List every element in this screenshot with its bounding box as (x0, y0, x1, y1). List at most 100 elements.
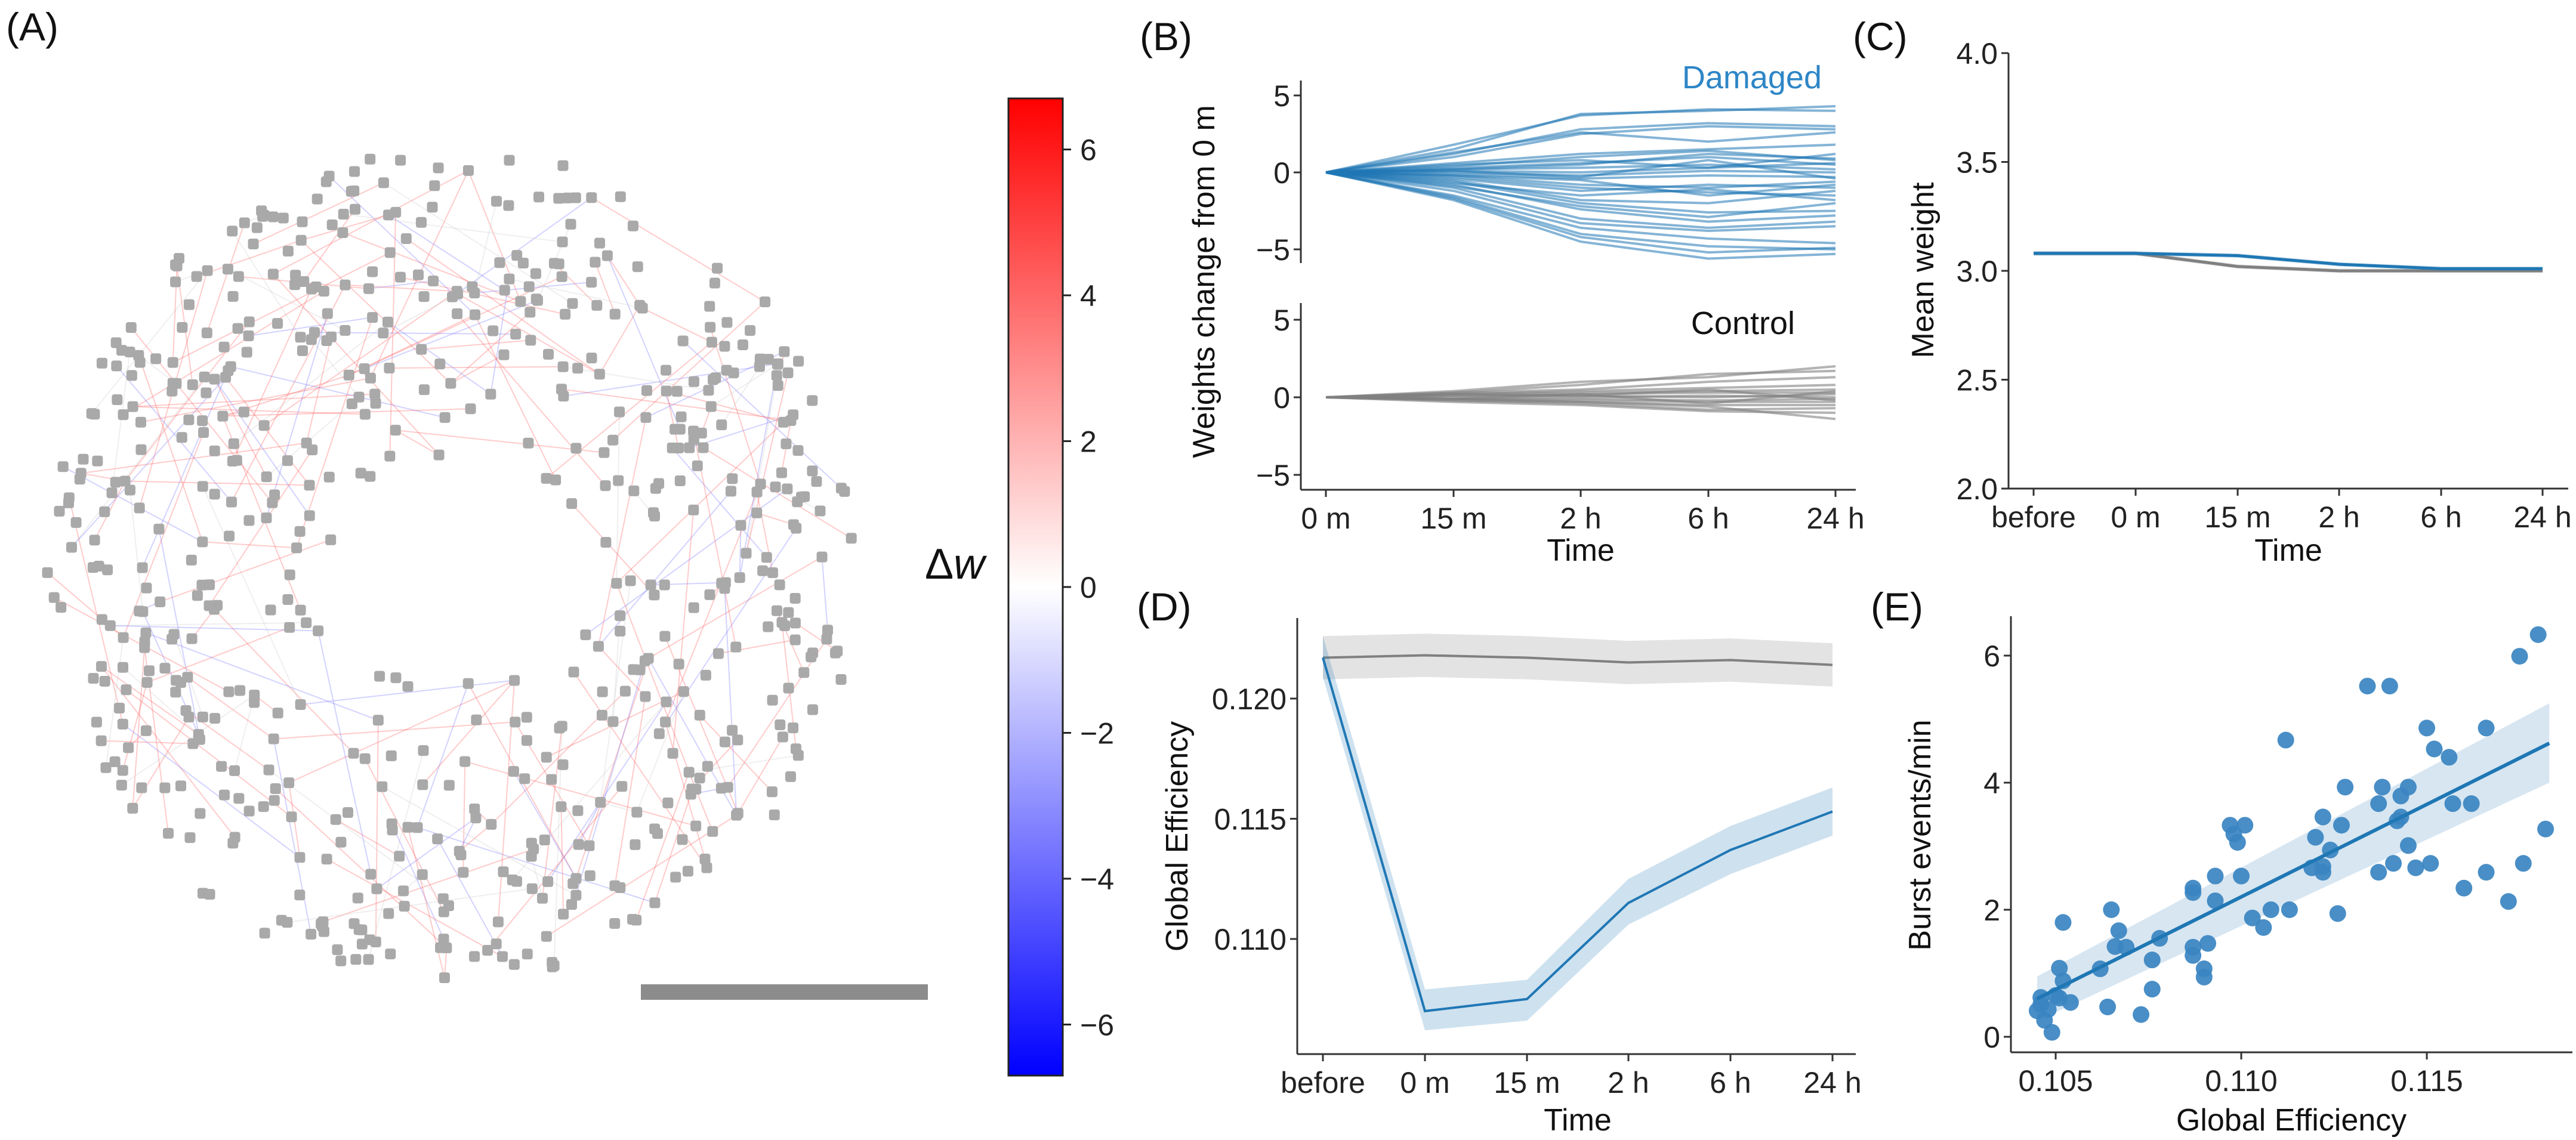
damaged-mean-line (1322, 657, 1833, 1013)
network-node (163, 827, 174, 839)
network-node (763, 621, 774, 632)
damaged-mean-line (2034, 252, 2543, 270)
network-edge (616, 583, 690, 773)
scatter-point (2500, 893, 2517, 910)
network-node (265, 604, 276, 616)
network-edge (364, 299, 538, 369)
network-node (709, 277, 720, 289)
network-node (197, 711, 208, 722)
network-node (788, 722, 799, 734)
network-edge (71, 376, 205, 548)
network-node (218, 789, 230, 801)
network-node (593, 641, 604, 652)
network-node (640, 691, 651, 702)
network-node (807, 395, 818, 406)
network-node (268, 733, 279, 744)
network-edge (214, 379, 310, 516)
y-tick-label: 6 (1983, 639, 2000, 673)
network-edge (388, 214, 505, 291)
network-edge (450, 311, 530, 384)
network-edge (554, 262, 597, 306)
network-node (572, 363, 584, 374)
scatter-point (2199, 935, 2217, 952)
network-node (690, 820, 702, 832)
scale-bar (641, 984, 928, 1000)
network-node (228, 438, 239, 449)
network-node (184, 832, 196, 844)
network-node (96, 614, 107, 625)
network-node (783, 607, 794, 618)
network-node (702, 761, 713, 772)
network-edge (612, 301, 766, 441)
network-node (705, 322, 716, 333)
scatter-point (2314, 808, 2331, 826)
network-edge (81, 442, 307, 474)
network-node (699, 854, 711, 865)
network-node (455, 849, 467, 861)
network-node (688, 504, 699, 515)
network-node (353, 391, 365, 403)
network-node (688, 425, 699, 437)
network-node (117, 718, 128, 730)
network-node (136, 782, 147, 793)
scatter-point (2426, 740, 2443, 758)
network-node (766, 786, 778, 798)
network-node (541, 931, 552, 942)
x-tick-label: 6 h (1710, 1066, 1751, 1099)
network-node (116, 780, 127, 791)
network-node (769, 809, 780, 820)
network-node (63, 492, 75, 503)
network-node (761, 552, 772, 563)
network-node (496, 951, 508, 962)
network-node (313, 625, 324, 637)
network-node (365, 153, 376, 165)
network-node (243, 805, 255, 817)
network-edge (457, 293, 600, 375)
scatter-point (2515, 855, 2532, 872)
network-node (88, 673, 99, 684)
network-node (649, 897, 661, 909)
network-node (694, 709, 705, 721)
network-node (721, 317, 733, 328)
network-node (433, 162, 444, 174)
network-node (332, 944, 343, 955)
scatter-point (2370, 864, 2387, 881)
network-edge (671, 447, 767, 558)
network-edge (248, 317, 373, 336)
network-node (177, 322, 188, 333)
network-node (567, 298, 578, 309)
network-node (700, 669, 711, 681)
network-node (594, 369, 605, 380)
network-edge (575, 660, 646, 895)
network-node (204, 579, 215, 591)
network-node (609, 918, 621, 929)
network-node (613, 475, 624, 486)
network-node (684, 442, 695, 453)
network-edge (727, 638, 828, 788)
network-node (435, 942, 446, 953)
network-node (359, 409, 371, 420)
network-node (203, 600, 215, 611)
network-node (183, 299, 195, 310)
network-edge (672, 509, 695, 753)
damaged-series-line (1325, 171, 1836, 218)
network-node (348, 918, 360, 929)
network-node (282, 455, 293, 466)
scatter-point (2381, 678, 2398, 695)
network-node (627, 220, 638, 231)
network-node (670, 872, 681, 883)
network-node (270, 783, 281, 794)
network-edge (591, 197, 766, 302)
network-node (807, 704, 818, 715)
network-edge (387, 322, 491, 395)
network-node (562, 192, 573, 203)
network-edge (273, 739, 312, 935)
network-node (141, 676, 153, 688)
network-node (732, 808, 744, 819)
network-node (223, 686, 235, 697)
network-node (615, 626, 626, 637)
network-node (390, 425, 401, 436)
network-node (771, 605, 782, 616)
network-node (490, 938, 502, 950)
network-node (546, 774, 557, 785)
